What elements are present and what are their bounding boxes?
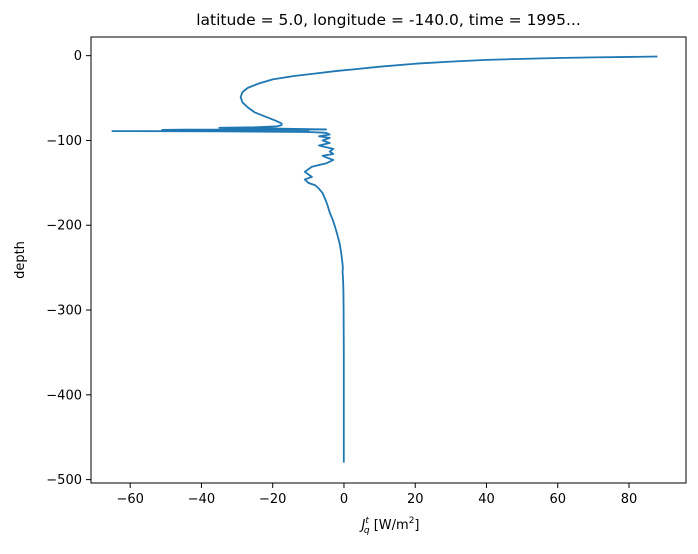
plot-area	[90, 36, 687, 484]
y-tick-label: −100	[46, 134, 82, 149]
x-tick-label: 20	[407, 492, 424, 507]
y-tick-label: −500	[46, 473, 82, 488]
y-axis: 0 −100 −200 −300 −400 −500	[46, 49, 91, 488]
chart-title: latitude = 5.0, longitude = -140.0, time…	[196, 11, 581, 29]
x-tick-label: −40	[188, 492, 215, 507]
y-tick-label: −300	[46, 304, 82, 319]
series-line-0	[111, 55, 658, 463]
x-tick-label: −20	[259, 492, 286, 507]
y-tick-label: −400	[46, 388, 82, 403]
y-tick-label: 0	[74, 49, 82, 64]
plot-frame	[90, 36, 687, 484]
y-axis-label: depth	[13, 241, 28, 279]
y-tick-label: −200	[46, 219, 82, 234]
x-tick-label: 60	[549, 492, 566, 507]
x-axis-label: Jt q [W/m2]	[358, 516, 419, 536]
x-axis: −60 −40 −20 0 20 40 60 80	[116, 483, 637, 507]
x-tick-label: −60	[116, 492, 143, 507]
x-tick-label: 80	[621, 492, 638, 507]
x-tick-label: 0	[340, 492, 348, 507]
x-tick-label: 40	[478, 492, 495, 507]
